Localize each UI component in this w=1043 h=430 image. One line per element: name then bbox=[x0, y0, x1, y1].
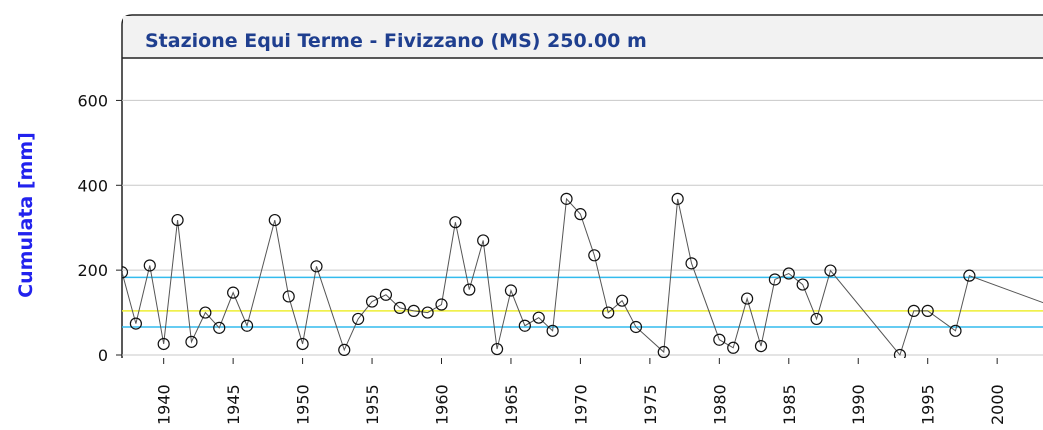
x-tick-label: 1950 bbox=[294, 384, 313, 425]
data-point bbox=[574, 208, 587, 221]
data-point bbox=[629, 320, 643, 334]
y-axis-label: Cumulata [mm] bbox=[15, 132, 37, 298]
data-point bbox=[921, 304, 934, 317]
data-point bbox=[199, 306, 212, 319]
data-point bbox=[449, 216, 462, 229]
data-point bbox=[727, 341, 740, 354]
data-point bbox=[588, 249, 601, 262]
data-point bbox=[782, 267, 795, 280]
data-point bbox=[227, 286, 240, 299]
data-point bbox=[810, 312, 823, 326]
y-tick-label: 600 bbox=[77, 91, 108, 110]
x-tick-label: 1970 bbox=[571, 384, 590, 425]
data-point bbox=[546, 324, 559, 337]
data-point bbox=[907, 304, 920, 317]
x-tick-label: 1995 bbox=[919, 384, 938, 425]
data-point bbox=[532, 311, 545, 324]
data-point bbox=[338, 343, 351, 357]
data-point bbox=[657, 345, 670, 358]
data-point bbox=[310, 260, 323, 273]
data-point bbox=[185, 335, 198, 348]
data-point bbox=[504, 284, 518, 297]
data-point bbox=[671, 192, 684, 205]
data-point bbox=[129, 317, 142, 330]
title-box bbox=[123, 16, 1043, 58]
data-point bbox=[615, 294, 629, 307]
chart-title: Stazione Equi Terme - Fivizzano (MS) 250… bbox=[145, 30, 647, 52]
y-tick-label: 0 bbox=[98, 346, 108, 365]
data-point bbox=[213, 321, 226, 334]
data-point bbox=[352, 312, 365, 326]
data-point bbox=[157, 337, 170, 351]
data-point bbox=[296, 337, 309, 351]
x-tick-label: 1965 bbox=[502, 384, 521, 425]
x-tick-label: 1945 bbox=[224, 384, 243, 425]
data-point bbox=[741, 292, 754, 305]
data-point bbox=[365, 295, 379, 308]
frame bbox=[121, 14, 1043, 358]
data-point bbox=[893, 348, 907, 358]
data-point bbox=[240, 319, 254, 332]
data-point bbox=[282, 290, 295, 303]
data-point bbox=[171, 213, 184, 227]
data-point bbox=[379, 288, 393, 301]
x-tick-label: 2000 bbox=[988, 384, 1007, 425]
x-tick-label: 1985 bbox=[780, 384, 799, 425]
x-tick-label: 1990 bbox=[849, 384, 868, 425]
data-point bbox=[268, 213, 281, 227]
data-point bbox=[421, 306, 434, 319]
data-point bbox=[560, 192, 573, 205]
data-point bbox=[477, 234, 490, 247]
data-point bbox=[518, 319, 531, 332]
y-tick-label: 400 bbox=[77, 176, 108, 195]
data-point bbox=[407, 304, 420, 317]
data-point bbox=[463, 283, 476, 296]
x-tick-label: 1980 bbox=[710, 384, 729, 425]
data-point bbox=[796, 278, 809, 291]
data-point bbox=[963, 269, 976, 282]
data-point bbox=[393, 301, 406, 315]
data-point bbox=[490, 342, 504, 356]
data-point bbox=[949, 324, 962, 337]
x-tick-label: 1940 bbox=[155, 384, 174, 425]
data-point bbox=[685, 257, 698, 270]
x-tick-label: 1955 bbox=[363, 384, 382, 425]
data-point bbox=[602, 306, 615, 319]
x-tick-label: 1975 bbox=[641, 384, 660, 425]
data-point bbox=[143, 259, 156, 272]
data-point bbox=[754, 339, 768, 353]
data-point bbox=[824, 264, 837, 277]
x-tick-label: 1960 bbox=[433, 384, 452, 425]
data-point bbox=[768, 273, 781, 286]
data-point bbox=[435, 298, 448, 311]
plot-area bbox=[122, 99, 1043, 358]
data-point bbox=[122, 266, 129, 279]
y-tick-label: 200 bbox=[77, 261, 108, 280]
data-point bbox=[713, 333, 726, 346]
